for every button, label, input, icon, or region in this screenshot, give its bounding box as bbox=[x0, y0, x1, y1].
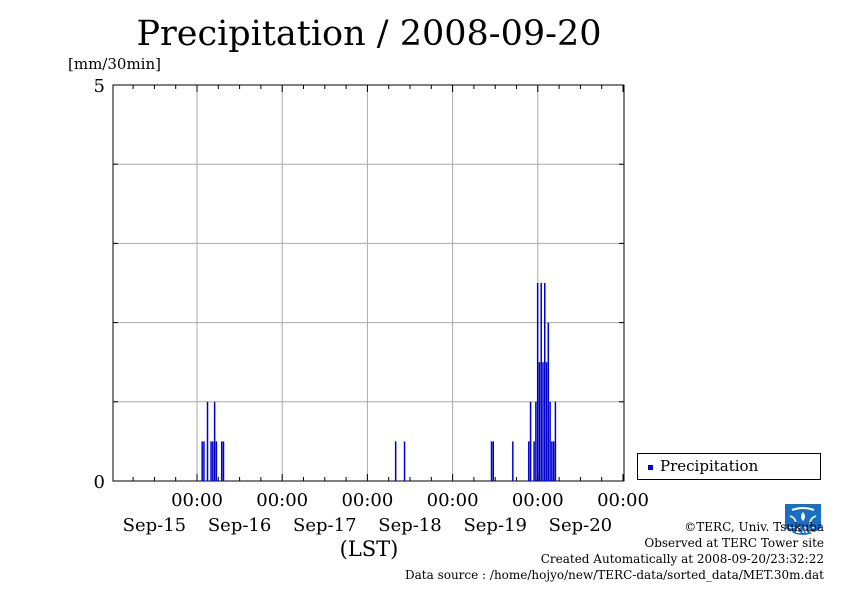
bar-series bbox=[201, 283, 557, 481]
bar bbox=[536, 283, 539, 481]
bar bbox=[492, 441, 495, 481]
bar bbox=[540, 283, 542, 481]
credit-site: Observed at TERC Tower site bbox=[644, 536, 824, 550]
x-axis-label: (LST) bbox=[340, 537, 399, 561]
bar bbox=[545, 362, 548, 481]
grid-lines bbox=[113, 85, 624, 481]
credit-source: Data source : /home/hojyo/new/TERC-data/… bbox=[405, 568, 824, 582]
bar bbox=[201, 441, 203, 481]
bar bbox=[535, 401, 537, 481]
bar bbox=[528, 441, 530, 481]
x-tick-time-label: 00:00 bbox=[427, 490, 479, 511]
y-axis-unit-label: [mm/30min] bbox=[68, 55, 161, 73]
logo-text: TERC bbox=[789, 526, 816, 535]
chart-title: Precipitation / 2008-09-20 bbox=[136, 14, 602, 54]
bar bbox=[549, 401, 551, 481]
bar bbox=[203, 441, 205, 481]
x-tick-time-label: 00:00 bbox=[171, 490, 223, 511]
bar bbox=[215, 441, 218, 481]
bar bbox=[212, 441, 214, 481]
x-tick-time-label: 00:00 bbox=[597, 490, 649, 511]
terc-logo-icon bbox=[785, 504, 821, 535]
x-tick-date-label: Sep-18 bbox=[378, 515, 442, 536]
x-tick-date-label: Sep-15 bbox=[123, 515, 187, 536]
bar bbox=[206, 401, 209, 481]
credit-copyright: ©TERC, Univ. Tsukuba bbox=[684, 520, 824, 534]
plot-area bbox=[112, 84, 625, 482]
bar bbox=[403, 441, 406, 481]
x-tick-date-label: Sep-17 bbox=[293, 515, 357, 536]
axis-ticks bbox=[113, 84, 624, 482]
bar bbox=[547, 322, 550, 481]
bar bbox=[554, 401, 557, 481]
y-tick-label: 0 bbox=[94, 472, 105, 493]
bar bbox=[222, 441, 225, 481]
credits-block: ©TERC, Univ. Tsukuba Observed at TERC To… bbox=[405, 519, 824, 583]
axis-labels: 0 5 00:00 Sep-15 00:00 Sep-16 00:00 Sep-17 00:00… bbox=[94, 76, 649, 561]
x-tick-time-label: 00:00 bbox=[341, 490, 393, 511]
credit-created: Created Automatically at 2008-09-20/23:3… bbox=[540, 552, 824, 566]
x-tick-date-label: Sep-20 bbox=[549, 515, 613, 536]
bar bbox=[538, 362, 541, 481]
bar bbox=[490, 441, 493, 481]
legend-label: Precipitation bbox=[660, 457, 759, 475]
bar bbox=[529, 401, 532, 481]
bar bbox=[552, 441, 555, 481]
bar bbox=[544, 283, 546, 481]
x-tick-time-label: 00:00 bbox=[256, 490, 308, 511]
bar bbox=[533, 441, 535, 481]
legend-swatch bbox=[648, 465, 653, 470]
bar bbox=[220, 441, 223, 481]
x-tick-time-label: 00:00 bbox=[512, 490, 564, 511]
bar bbox=[542, 362, 544, 481]
y-tick-label: 5 bbox=[94, 76, 105, 97]
bar bbox=[551, 441, 553, 481]
x-tick-date-label: Sep-16 bbox=[208, 515, 272, 536]
bar bbox=[394, 441, 397, 481]
legend: Precipitation bbox=[637, 453, 821, 480]
bar bbox=[210, 441, 212, 481]
x-tick-date-label: Sep-19 bbox=[463, 515, 527, 536]
bar bbox=[213, 401, 216, 481]
bar bbox=[512, 441, 514, 481]
